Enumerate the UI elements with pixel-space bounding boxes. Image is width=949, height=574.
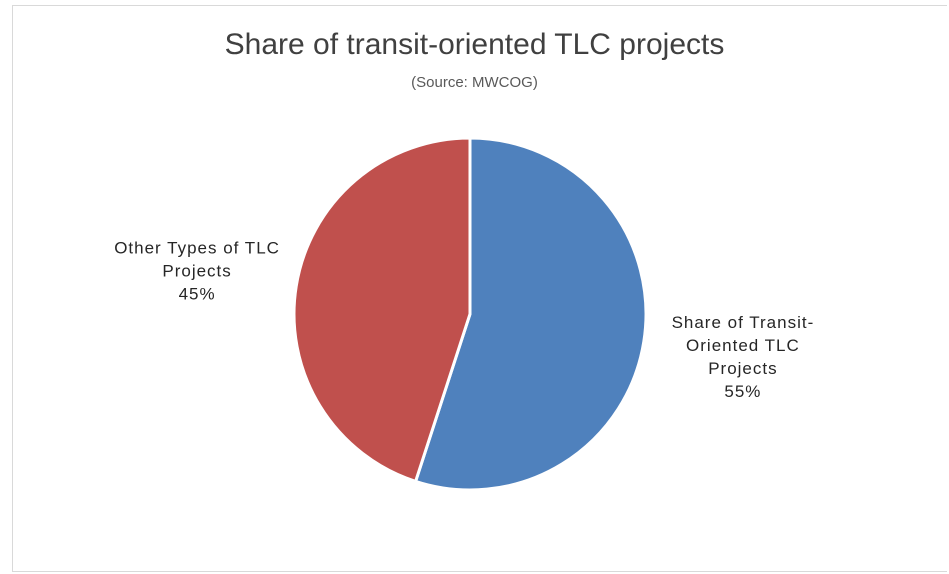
slice-label: Share of Transit-Oriented TLC Projects 55… (653, 311, 833, 403)
chart-subtitle: (Source: MWCOG) (411, 74, 538, 91)
chart-title: Share of transit-oriented TLC projects (224, 28, 725, 61)
slice-category: Other Types of TLC Projects (114, 238, 280, 281)
slice-value: 55% (724, 382, 762, 402)
pie-slice (413, 136, 648, 492)
slice-category: Share of Transit-Oriented TLC Projects (671, 313, 815, 379)
pie-slice (292, 136, 472, 484)
slice-value: 45% (178, 284, 216, 304)
chart-frame (12, 5, 947, 572)
slice-label: Other Types of TLC Projects 45% (107, 236, 287, 305)
